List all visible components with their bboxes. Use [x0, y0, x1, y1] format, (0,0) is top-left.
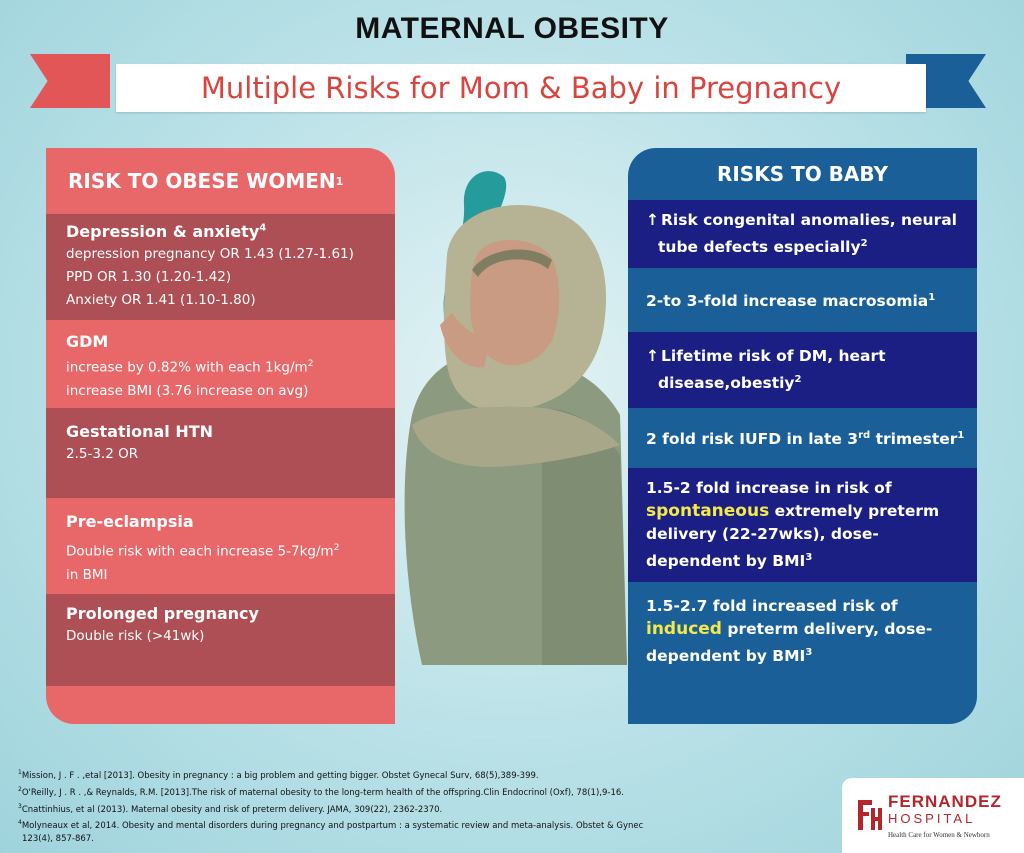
pregnant-woman-illustration [404, 171, 627, 665]
baby-risk-macrosomia: 2-to 3-fold increase macrosomia1 [628, 268, 977, 332]
reference-item: 1Mission, J . F . ,etal [2013]. Obesity … [18, 769, 539, 781]
page-title: MATERNAL OBESITY [355, 12, 669, 45]
risk-item-depression: Depression & anxiety4 depression pregnan… [46, 214, 395, 320]
mother-risks-panel: RISK TO OBESE WOMEN 1 Depression & anxiet… [46, 148, 395, 724]
risk-item-line: depression pregnancy OR 1.43 (1.27-1.61) [66, 246, 354, 262]
risk-item-title: Pre-eclampsia [66, 512, 194, 531]
reference-item: 123(4), 857-867. [22, 834, 94, 845]
highlight-word: induced [646, 619, 722, 640]
subtitle-banner: Multiple Risks for Mom & Baby in Pregnan… [116, 64, 926, 112]
highlight-word: spontaneous [646, 500, 770, 521]
hospital-tagline: Health Care for Women & Newborn [888, 831, 990, 839]
risk-item-line: PPD OR 1.30 (1.20-1.42) [66, 269, 232, 285]
risk-item-title: GDM [66, 332, 109, 351]
ref-mark: 1 [335, 174, 344, 188]
references: 1Mission, J . F . ,etal [2013]. Obesity … [18, 766, 678, 846]
baby-risk-induced-preterm: 1.5-2.7 fold increased risk of induced p… [628, 582, 977, 682]
risk-item-title: Depression & anxiety4 [66, 222, 267, 241]
page-subtitle: Multiple Risks for Mom & Baby in Pregnan… [200, 71, 842, 105]
mother-risks-header: RISK TO OBESE WOMEN 1 [46, 148, 395, 214]
risk-item-title: Gestational HTN [66, 422, 214, 441]
up-arrow-icon: ↑ [646, 346, 659, 365]
risk-item-line: Double risk (>41wk) [66, 628, 205, 644]
baby-risk-lifetime: ↑ Lifetime risk of DM, heart disease,obes… [628, 332, 977, 408]
reference-item: 2O'Reilly, J . R . ,& Reynalds, R.M. [20… [18, 785, 624, 798]
baby-risk-congenital: ↑ Risk congenital anomalies, neural tube … [628, 200, 977, 268]
baby-risks-header: RISKS TO BABY [716, 162, 889, 186]
risk-item-prolonged: Prolonged pregnancy Double risk (>41wk) [46, 594, 395, 686]
ribbon-tail-left [30, 54, 110, 108]
risk-item-line: increase by 0.82% with each 1kg/m2 [66, 359, 314, 376]
reference-item: 4Molyneaux et al, 2014. Obesity and ment… [18, 819, 644, 832]
hospital-logo: FERNANDEZ HOSPITAL Health Care for Women… [842, 778, 1024, 853]
risk-item-line: Double risk with each increase 5-7kg/m2 [66, 543, 340, 560]
risk-item-line: in BMI [66, 566, 108, 583]
risk-item-preeclampsia: Pre-eclampsia Double risk with each incr… [46, 498, 395, 594]
hospital-name: FERNANDEZ [888, 792, 1002, 811]
risk-item-htn: Gestational HTN 2.5-3.2 OR [46, 408, 395, 498]
up-arrow-icon: ↑ [646, 210, 659, 229]
risk-item-line: increase BMI (3.76 increase on avg) [66, 382, 309, 399]
risk-item-gdm: GDM increase by 0.82% with each 1kg/m2 i… [46, 320, 395, 408]
hospital-logo-icon [858, 800, 882, 830]
risk-item-line: Anxiety OR 1.41 (1.10-1.80) [66, 292, 256, 308]
mother-risks-title: RISK TO OBESE WOMEN [68, 169, 336, 193]
hospital-subname: HOSPITAL [888, 811, 976, 826]
reference-item: 3Cnattinhius, et al (2013). Maternal obe… [18, 802, 443, 815]
risk-item-line: 2.5-3.2 OR [66, 446, 139, 462]
baby-risk-iufd: 2 fold risk IUFD in late 3rd trimester1 [628, 408, 977, 468]
risk-item-title: Prolonged pregnancy [66, 604, 259, 623]
baby-risk-spontaneous-preterm: 1.5-2 fold increase in risk of spontaneo… [628, 468, 977, 582]
baby-risks-panel: RISKS TO BABY ↑ Risk congenital anomalies… [628, 148, 977, 724]
